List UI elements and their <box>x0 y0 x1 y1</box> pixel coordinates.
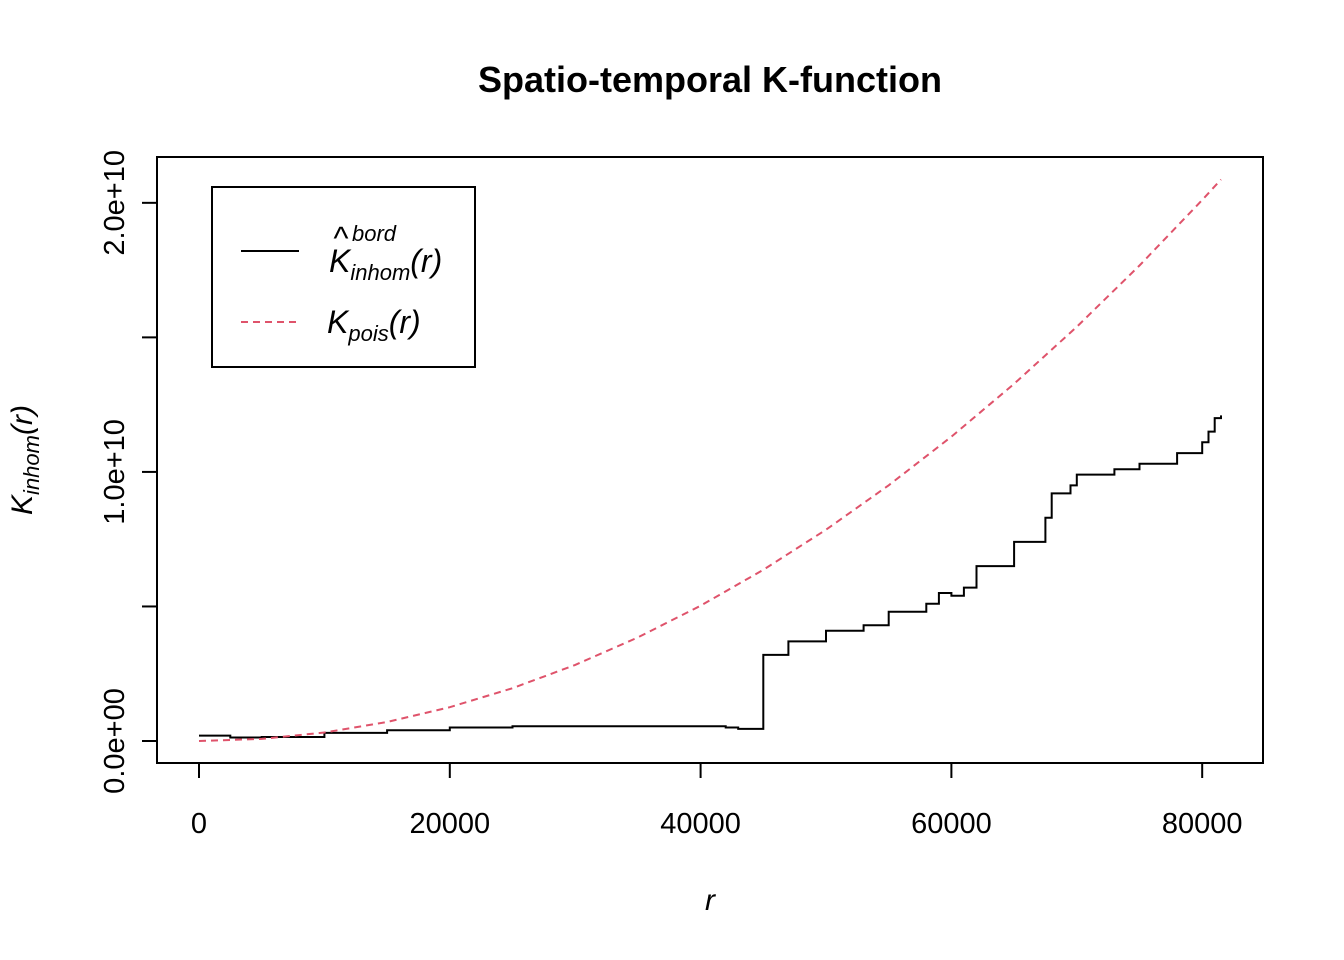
y-axis-label-main: K <box>6 493 39 515</box>
y-axis-label: Kinhom(r) <box>6 405 44 515</box>
x-tick-label: 60000 <box>911 808 992 840</box>
legend-label-observed-sub: inhom <box>350 260 410 285</box>
legend-label-observed-main: K <box>329 243 352 279</box>
y-axis-label-sub: inhom <box>19 435 44 495</box>
y-tick-label: 2.0e+10 <box>99 150 131 256</box>
x-tick-label: 80000 <box>1162 808 1243 840</box>
x-axis: 0 20000 40000 60000 80000 <box>191 762 1243 840</box>
legend-label-observed-hat: ^ <box>333 220 349 256</box>
y-tick-label: 0.0e+00 <box>99 688 131 794</box>
chart-title: Spatio-temporal K-function <box>478 59 942 100</box>
legend-label-poisson-main: K <box>327 304 350 340</box>
legend-box <box>211 186 476 368</box>
series-line-1 <box>198 178 1222 742</box>
y-axis-label-arg: (r) <box>6 405 39 435</box>
legend-label-poisson: Kpois(r) <box>327 304 421 346</box>
x-tick-label: 0 <box>191 808 207 840</box>
legend-label-observed: Kinhom(r) <box>329 243 442 285</box>
y-axis: 0.0e+00 1.0e+10 2.0e+10 <box>99 150 158 794</box>
y-tick-label: 1.0e+10 <box>99 419 131 525</box>
legend: ^ bord Kinhom(r) Kpois(r) <box>211 186 476 368</box>
legend-label-poisson-sub: pois <box>347 321 388 346</box>
legend-label-observed-arg: (r) <box>410 243 442 279</box>
x-axis-label: r <box>705 884 716 917</box>
legend-label-poisson-arg: (r) <box>389 304 421 340</box>
series-layer <box>198 178 1222 742</box>
x-tick-label: 20000 <box>409 808 490 840</box>
legend-label-observed-sup: bord <box>352 221 397 246</box>
x-tick-label: 40000 <box>660 808 741 840</box>
series-line-0 <box>199 415 1222 739</box>
